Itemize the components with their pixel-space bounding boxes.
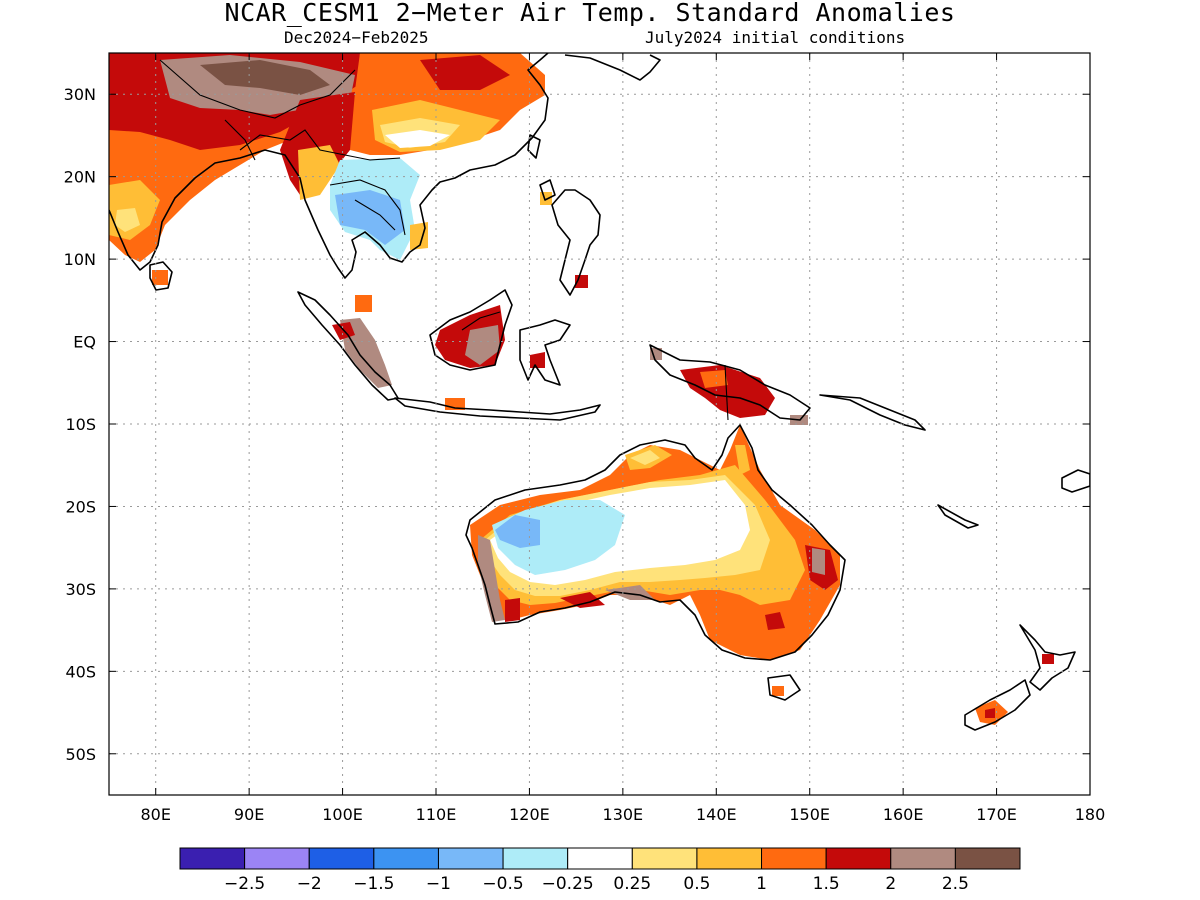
lat-lon-gridlines — [109, 53, 1090, 795]
legend-swatch — [696, 847, 763, 870]
anomaly-fill-borneo — [435, 192, 588, 368]
lon-tick-label: 140E — [696, 805, 737, 824]
lon-tick-label: 160E — [883, 805, 924, 824]
legend-swatch — [631, 847, 698, 870]
legend-label: 2.5 — [942, 874, 969, 894]
legend-swatch — [308, 847, 375, 870]
anomaly-fill-china — [280, 53, 545, 200]
period-subtitle: Dec2024−Feb2025 — [284, 28, 429, 47]
legend-label: 0.25 — [613, 874, 651, 894]
lon-tick-label: 130E — [603, 805, 644, 824]
coastlines — [109, 53, 1090, 731]
anomaly-fill-new-guinea — [650, 348, 808, 425]
lat-tick-label: 10S — [65, 415, 96, 434]
lat-tick-label: 10N — [64, 250, 96, 269]
legend-label: 0.5 — [683, 874, 710, 894]
lon-tick-label: 90E — [234, 805, 264, 824]
lat-tick-label: 30N — [64, 85, 96, 104]
legend-swatch — [954, 847, 1021, 870]
legend-swatch — [502, 847, 569, 870]
legend-swatch — [244, 847, 310, 870]
legend-swatch — [373, 847, 439, 870]
lon-tick-label: 150E — [789, 805, 830, 824]
map-plot-area — [109, 53, 1090, 795]
legend-swatch — [825, 847, 892, 870]
legend-swatch — [179, 847, 246, 870]
legend-label: −1.5 — [353, 874, 394, 894]
legend-label: −2 — [297, 874, 322, 894]
lat-tick-label: EQ — [73, 333, 96, 352]
init-subtitle: July2024 initial conditions — [645, 28, 906, 47]
lon-tick-label: 180 — [1075, 805, 1106, 824]
anomaly-fill-indochina — [330, 158, 428, 260]
color-legend: −2.5 −2 −1.5 −1 −0.5 −0.25 0.25 0.5 1 1.5 2 2.5 — [179, 847, 1021, 894]
anomaly-fill-australia — [470, 425, 840, 696]
legend-label: 2 — [885, 874, 896, 894]
legend-label: 1 — [756, 874, 767, 894]
legend-swatch — [761, 847, 827, 870]
lon-tick-label: 120E — [509, 805, 550, 824]
lon-tick-label: 170E — [976, 805, 1017, 824]
lon-tick-label: 110E — [416, 805, 457, 824]
legend-label: −0.5 — [482, 874, 523, 894]
axis-ticks: 80E 90E 100E 110E 120E 130E 140E 150E 160E 170E 18… — [64, 53, 1106, 824]
lon-tick-label: 80E — [140, 805, 170, 824]
lat-tick-label: 20N — [64, 168, 96, 187]
legend-swatch — [890, 847, 956, 870]
legend-label: −0.25 — [542, 874, 594, 894]
legend-swatch — [567, 847, 633, 870]
lon-tick-label: 100E — [322, 805, 363, 824]
lat-tick-label: 20S — [65, 497, 96, 516]
legend-label: 1.5 — [813, 874, 840, 894]
legend-swatch — [437, 847, 504, 870]
legend-label: −2.5 — [224, 874, 265, 894]
lat-tick-label: 40S — [65, 662, 96, 681]
lat-tick-label: 50S — [65, 745, 96, 764]
legend-label: −1 — [426, 874, 451, 894]
lat-tick-label: 30S — [65, 580, 96, 599]
map-title: NCAR_CESM1 2−Meter Air Temp. Standard An… — [224, 0, 956, 27]
country-borders — [159, 59, 729, 421]
